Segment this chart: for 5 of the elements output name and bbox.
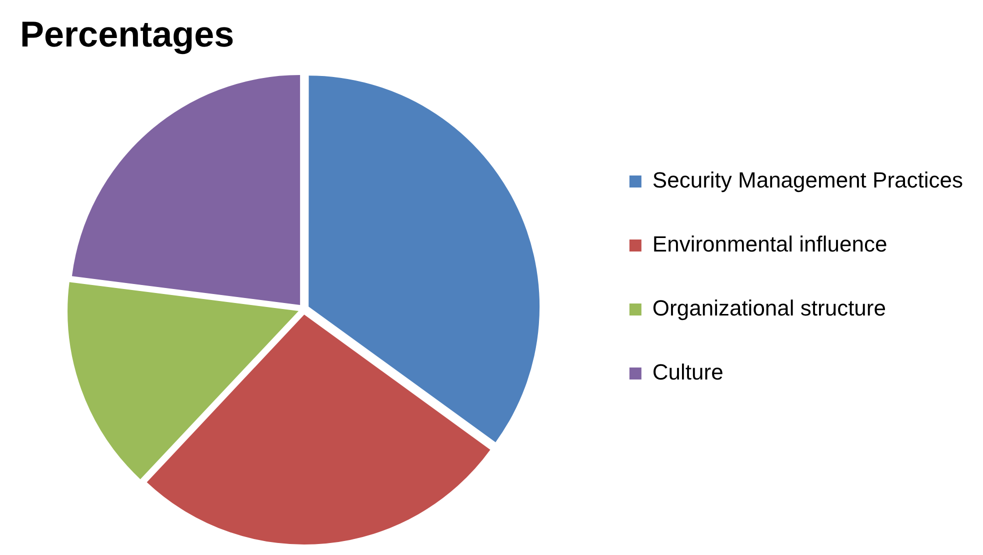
legend-label: Culture [652, 360, 724, 385]
chart-title: Percentages [20, 14, 234, 55]
legend-label: Environmental influence [652, 232, 888, 257]
legend-label: Organizational structure [652, 296, 886, 321]
legend-label: Security Management Practices [652, 168, 963, 193]
